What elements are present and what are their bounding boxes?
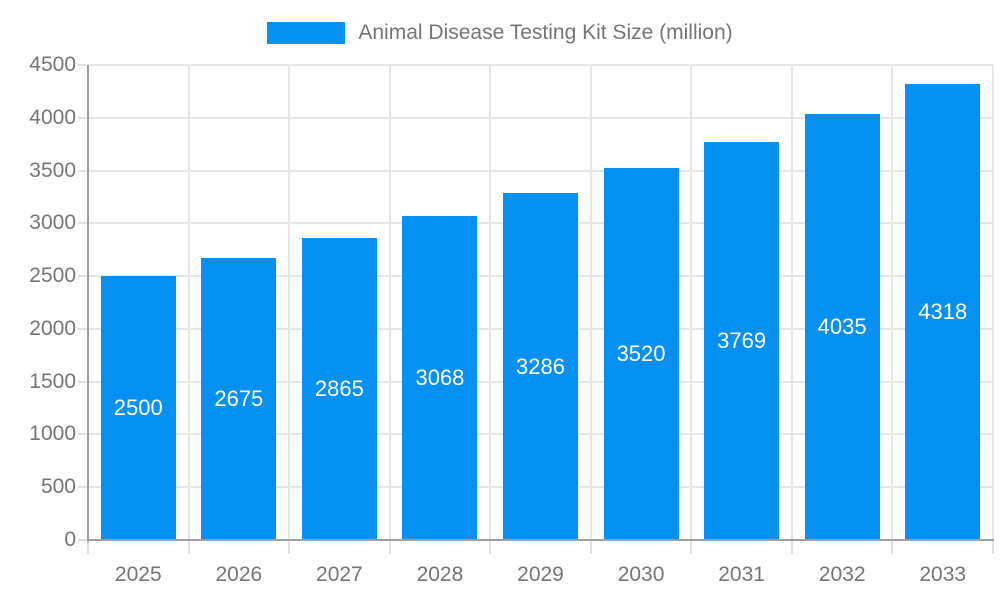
y-tick-label: 500 — [40, 475, 76, 499]
bar: 2675 — [201, 257, 277, 540]
y-tick — [78, 222, 88, 225]
x-gridline — [690, 65, 693, 540]
x-tick-label: 2028 — [416, 563, 464, 586]
chart-legend: Animal Disease Testing Kit Size (million… — [0, 20, 1000, 46]
x-tick — [187, 540, 190, 554]
y-tick — [78, 64, 88, 66]
x-gridline — [187, 65, 190, 540]
y-gridline — [88, 116, 993, 119]
bar: 3068 — [402, 216, 478, 540]
bar-value-label: 2865 — [314, 375, 364, 401]
bar-value-label: 4318 — [918, 299, 968, 325]
x-tick-label: 2027 — [316, 563, 363, 586]
y-tick-label: 2500 — [29, 264, 76, 288]
x-tick-label: 2033 — [919, 563, 967, 586]
x-tick — [992, 540, 994, 554]
bar-value-label: 2500 — [113, 395, 163, 421]
y-tick — [78, 327, 88, 330]
y-tick — [78, 116, 88, 119]
y-tick — [78, 539, 88, 541]
x-axis-line — [87, 539, 994, 541]
y-tick-label: 0 — [64, 528, 76, 551]
x-tick — [388, 540, 391, 554]
bar-value-label: 3769 — [717, 328, 767, 354]
legend-label: Animal Disease Testing Kit Size (million… — [358, 21, 733, 44]
y-tick-label: 1500 — [29, 369, 76, 393]
x-gridline — [589, 65, 592, 540]
y-tick — [78, 433, 88, 436]
x-gridline — [288, 65, 291, 540]
y-tick-label: 3500 — [29, 158, 76, 182]
x-tick — [891, 540, 894, 554]
y-axis-line — [87, 65, 89, 542]
bar-value-label: 3520 — [616, 341, 666, 367]
bar-value-label: 3286 — [516, 353, 565, 379]
bar: 4318 — [905, 84, 981, 540]
bar: 2865 — [301, 237, 377, 540]
x-tick — [589, 540, 592, 554]
y-tick — [78, 169, 88, 172]
x-tick — [288, 540, 291, 554]
x-tick-label: 2031 — [718, 563, 765, 586]
y-gridline — [88, 169, 993, 172]
y-tick-label: 3000 — [29, 211, 76, 235]
y-tick-label: 1000 — [29, 422, 76, 446]
y-tick-label: 2000 — [29, 316, 76, 340]
x-gridline — [992, 65, 994, 540]
x-tick — [790, 540, 793, 554]
x-tick-label: 2026 — [215, 563, 263, 586]
bar: 3520 — [603, 168, 679, 540]
bar: 4035 — [804, 114, 880, 540]
x-tick-label: 2029 — [517, 563, 564, 586]
y-tick — [78, 275, 88, 278]
bar: 3286 — [503, 193, 578, 540]
y-gridline — [88, 64, 993, 66]
x-tick-label: 2025 — [114, 563, 162, 586]
bar-value-label: 3068 — [415, 365, 465, 391]
x-tick-label: 2032 — [818, 563, 866, 586]
bar-value-label: 2675 — [214, 385, 264, 411]
legend-swatch — [267, 22, 346, 44]
bar: 3769 — [704, 142, 780, 540]
y-tick-label: 4500 — [29, 53, 76, 76]
y-tick — [78, 486, 88, 489]
x-gridline — [489, 65, 492, 540]
x-tick-label: 2030 — [617, 563, 665, 586]
x-gridline — [388, 65, 391, 540]
x-gridline — [891, 65, 894, 540]
bar-value-label: 4035 — [817, 314, 867, 340]
y-tick-label: 4000 — [29, 105, 76, 129]
x-tick — [87, 540, 89, 554]
bar: 2500 — [100, 276, 176, 540]
x-tick — [489, 540, 492, 554]
x-gridline — [790, 65, 793, 540]
x-tick — [690, 540, 693, 554]
y-tick — [78, 380, 88, 383]
